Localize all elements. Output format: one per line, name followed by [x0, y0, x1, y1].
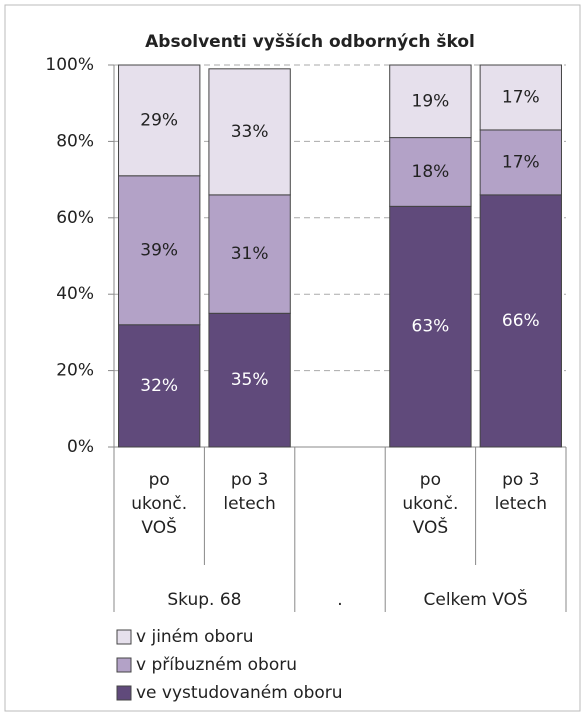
data-label: 39%: [140, 240, 178, 260]
group-label: .: [337, 590, 342, 610]
data-label: 17%: [502, 152, 540, 172]
bar-segment: [208, 68, 291, 196]
data-label: 17%: [502, 87, 540, 107]
legend-swatch: [116, 629, 132, 645]
y-tick-label: 20%: [56, 361, 94, 381]
data-label: 19%: [412, 91, 450, 111]
data-label: 66%: [502, 311, 540, 331]
bar-segment: [389, 205, 472, 448]
y-tick-label: 40%: [56, 284, 94, 304]
bar-segment: [118, 64, 201, 177]
bar-segment: [479, 194, 562, 448]
bar-segment: [118, 324, 201, 448]
data-label: 33%: [231, 122, 269, 142]
y-tick-label: 80%: [56, 131, 94, 151]
data-label: 18%: [412, 162, 450, 182]
data-label: 31%: [231, 244, 269, 264]
y-tick-label: 60%: [56, 208, 94, 228]
data-label: 29%: [140, 110, 178, 130]
bar-segment: [479, 129, 562, 196]
x-tick-label: po ukonč. VOŠ: [402, 470, 459, 538]
x-tick-label: po 3 letech: [494, 470, 548, 514]
group-label: Skup. 68: [167, 590, 241, 610]
data-label: 63%: [412, 317, 450, 337]
bar-segment: [389, 64, 472, 139]
chart-title: Absolventi vyšších odborných škol: [145, 32, 475, 52]
bar-segment: [208, 194, 291, 314]
data-label: 32%: [140, 376, 178, 396]
bar-segment: [479, 64, 562, 131]
data-label: 35%: [231, 370, 269, 390]
legend-swatch: [116, 657, 132, 673]
legend-swatch: [116, 685, 132, 701]
bar-segment: [118, 175, 201, 326]
y-tick-label: 100%: [45, 55, 94, 75]
legend-label: v jiném oboru: [136, 627, 253, 647]
x-tick-label: po 3 letech: [223, 470, 276, 514]
chart-frame: [4, 4, 581, 712]
legend-label: v příbuzném oboru: [136, 655, 297, 675]
legend-label: ve vystudovaném oboru: [136, 683, 343, 703]
bar-segment: [208, 312, 291, 448]
y-tick-label: 0%: [67, 437, 94, 457]
x-tick-label: po ukonč. VOŠ: [131, 470, 188, 538]
group-label: Celkem VOŠ: [423, 588, 527, 610]
